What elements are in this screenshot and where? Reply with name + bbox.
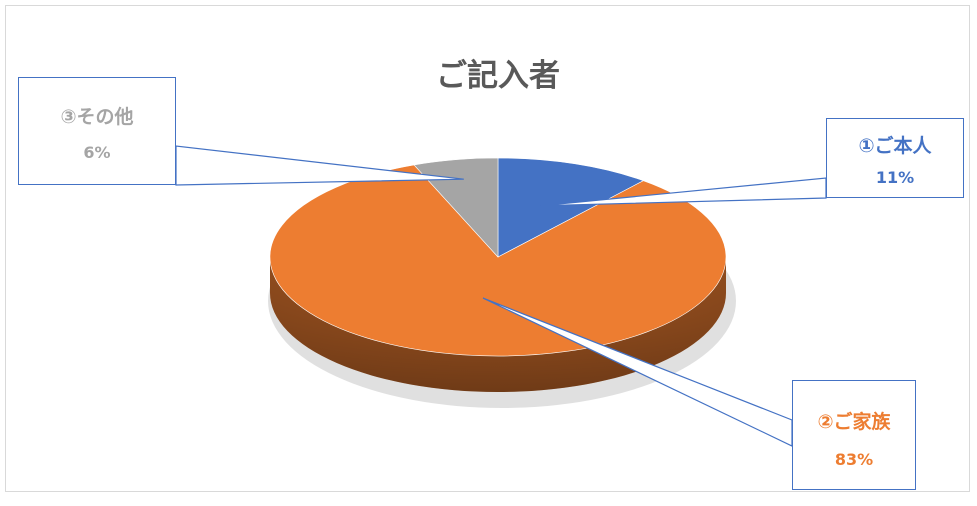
data-label-category: ①ご本人	[858, 135, 932, 157]
pie-slice-0	[497, 157, 645, 258]
data-label-kazoku: ②ご家族 83%	[792, 380, 916, 490]
chart-area: ご記入者 ①ご本人 11% ②ご家族 83% ③その他 6%	[5, 5, 970, 492]
pie-slice-1	[269, 164, 727, 357]
data-label-category: ②ご家族	[817, 411, 891, 433]
pie-top-faces	[269, 157, 727, 357]
pie-chart: ご記入者	[175, 58, 827, 447]
chart-title: ご記入者	[436, 58, 560, 94]
leader-line-2	[175, 145, 464, 186]
data-label-category: ③その他	[60, 106, 134, 128]
data-label-sonota: ③その他 6%	[18, 77, 176, 185]
data-label-value: 6%	[83, 143, 111, 162]
leader-lines	[175, 145, 827, 447]
data-label-value: 83%	[834, 450, 874, 469]
pie-slice-2	[413, 157, 499, 258]
data-label-value: 11%	[875, 168, 915, 187]
data-label-honnin: ①ご本人 11%	[826, 118, 964, 198]
